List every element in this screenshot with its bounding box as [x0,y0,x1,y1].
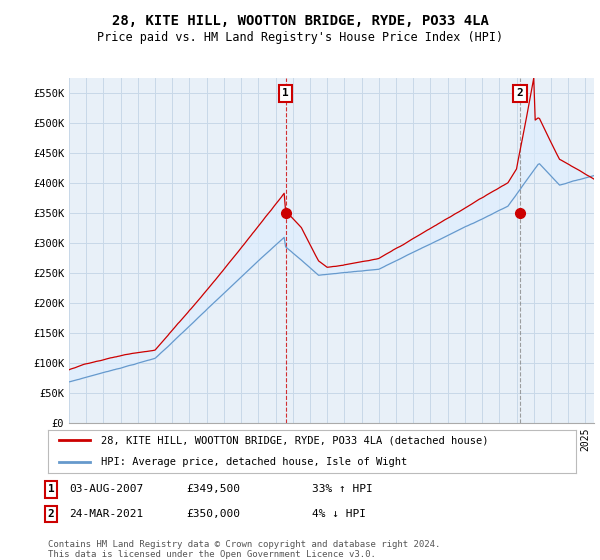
Text: 28, KITE HILL, WOOTTON BRIDGE, RYDE, PO33 4LA (detached house): 28, KITE HILL, WOOTTON BRIDGE, RYDE, PO3… [101,436,488,445]
Text: 1: 1 [47,484,55,494]
Text: Price paid vs. HM Land Registry's House Price Index (HPI): Price paid vs. HM Land Registry's House … [97,31,503,44]
Text: £350,000: £350,000 [186,509,240,519]
Text: 24-MAR-2021: 24-MAR-2021 [69,509,143,519]
Text: £349,500: £349,500 [186,484,240,494]
Text: 1: 1 [282,88,289,99]
Text: 2: 2 [517,88,523,99]
Text: 2: 2 [47,509,55,519]
Text: 33% ↑ HPI: 33% ↑ HPI [312,484,373,494]
Text: Contains HM Land Registry data © Crown copyright and database right 2024.
This d: Contains HM Land Registry data © Crown c… [48,540,440,559]
Text: 4% ↓ HPI: 4% ↓ HPI [312,509,366,519]
Text: 03-AUG-2007: 03-AUG-2007 [69,484,143,494]
Text: 28, KITE HILL, WOOTTON BRIDGE, RYDE, PO33 4LA: 28, KITE HILL, WOOTTON BRIDGE, RYDE, PO3… [112,14,488,28]
Text: HPI: Average price, detached house, Isle of Wight: HPI: Average price, detached house, Isle… [101,458,407,467]
